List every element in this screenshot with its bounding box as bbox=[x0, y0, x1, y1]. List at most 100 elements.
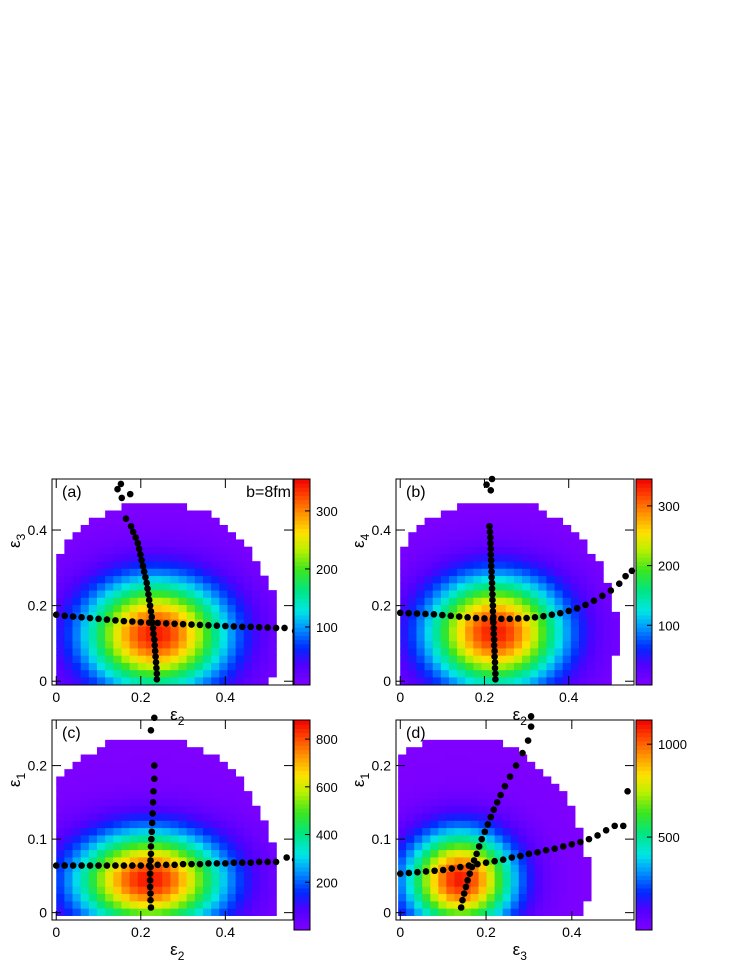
heatmap-cell bbox=[162, 769, 171, 777]
heatmap-cell bbox=[473, 604, 482, 613]
profile-y-point bbox=[118, 494, 126, 502]
heatmap-cell bbox=[260, 655, 269, 663]
heatmap-cell bbox=[430, 813, 439, 821]
heatmap-cell bbox=[203, 900, 212, 909]
profile-y-point bbox=[460, 890, 468, 897]
heatmap-cell bbox=[64, 842, 73, 851]
heatmap-cell bbox=[72, 849, 82, 858]
heatmap-cell bbox=[227, 791, 237, 799]
heatmap-cell bbox=[186, 669, 196, 678]
heatmap-cell bbox=[465, 590, 474, 598]
heatmap-cell bbox=[88, 857, 98, 865]
x-tick-label: 0.2 bbox=[476, 924, 496, 940]
heatmap-cell bbox=[400, 561, 409, 569]
heatmap-cell bbox=[406, 805, 415, 814]
heatmap-cell bbox=[583, 886, 592, 895]
heatmap-cell bbox=[478, 761, 487, 770]
heatmap-cell bbox=[546, 655, 555, 663]
heatmap-cell bbox=[518, 798, 528, 807]
heatmap-cell bbox=[481, 517, 490, 526]
colorbar-frame bbox=[635, 719, 653, 931]
heatmap-cell bbox=[121, 677, 131, 685]
profile-x-point bbox=[414, 868, 421, 876]
heatmap-cell bbox=[88, 864, 98, 873]
heatmap-cell bbox=[554, 517, 564, 526]
heatmap-cell bbox=[194, 597, 204, 606]
colorbar-segment bbox=[294, 672, 310, 678]
colorbar-segment bbox=[294, 749, 310, 755]
colorbar-segment bbox=[294, 619, 310, 624]
heatmap-cell bbox=[243, 900, 253, 909]
heatmap-cell bbox=[72, 783, 82, 792]
heatmap-cell bbox=[430, 849, 439, 858]
heatmap-cell bbox=[227, 769, 237, 777]
heatmap-cell bbox=[227, 908, 237, 916]
heatmap-cell bbox=[113, 633, 122, 642]
heatmap-cell bbox=[170, 640, 179, 649]
heatmap-cell bbox=[113, 842, 122, 851]
colorbar-segment bbox=[294, 875, 310, 881]
heatmap-cell bbox=[121, 878, 131, 887]
heatmap-cell bbox=[178, 604, 188, 613]
heatmap-cell bbox=[154, 633, 163, 642]
heatmap-cell bbox=[465, 633, 474, 642]
heatmap-cell bbox=[170, 582, 179, 591]
heatmap-cell bbox=[72, 662, 82, 671]
heatmap-cell bbox=[219, 582, 228, 591]
heatmap-cell bbox=[186, 568, 196, 577]
heatmap-cell bbox=[562, 640, 572, 649]
heatmap-cell bbox=[227, 776, 237, 785]
heatmap-cell bbox=[243, 871, 253, 880]
heatmap-cell bbox=[518, 878, 528, 887]
heatmap-cell bbox=[513, 648, 523, 656]
heatmap-cell bbox=[510, 842, 520, 851]
heatmap-cell bbox=[186, 590, 196, 598]
heatmap-cell bbox=[432, 568, 442, 577]
heatmap-cell bbox=[522, 662, 531, 671]
heatmap-cell bbox=[473, 503, 482, 511]
heatmap-cell bbox=[505, 503, 515, 511]
heatmap-cell bbox=[80, 575, 90, 584]
profile-y-point bbox=[150, 788, 157, 795]
heatmap-cell bbox=[113, 878, 122, 887]
heatmap-cell bbox=[64, 561, 73, 569]
heatmap-cell bbox=[578, 561, 588, 569]
heatmap-cell bbox=[72, 908, 82, 916]
heatmap-cell bbox=[227, 640, 237, 649]
heatmap-cell bbox=[473, 662, 482, 671]
heatmap-cell bbox=[88, 517, 98, 526]
heatmap-cell bbox=[129, 813, 139, 821]
heatmap-cell bbox=[595, 648, 604, 656]
heatmap-cell bbox=[400, 575, 409, 584]
heatmap-cell bbox=[595, 633, 604, 642]
heatmap-cell bbox=[194, 553, 204, 562]
profile-x-point bbox=[413, 610, 421, 617]
heatmap-cell bbox=[522, 524, 531, 533]
heatmap-cell bbox=[522, 539, 531, 548]
heatmap-cell bbox=[251, 590, 261, 598]
heatmap-cell bbox=[416, 546, 425, 555]
heatmap-cell bbox=[80, 754, 90, 763]
colorbar-segment bbox=[294, 858, 310, 864]
heatmap-cell bbox=[154, 842, 163, 851]
heatmap-cell bbox=[170, 524, 179, 533]
heatmap-cell bbox=[186, 849, 196, 858]
heatmap-cell bbox=[129, 590, 139, 598]
heatmap-cell bbox=[502, 849, 512, 858]
heatmap-cell bbox=[105, 908, 114, 916]
heatmap-cell bbox=[518, 893, 528, 902]
heatmap-cell bbox=[587, 568, 596, 577]
heatmap-cell bbox=[497, 568, 507, 577]
heatmap-cell bbox=[194, 590, 204, 598]
heatmap-cell bbox=[424, 611, 434, 620]
heatmap-cell bbox=[494, 835, 504, 843]
heatmap-cell bbox=[542, 900, 552, 909]
heatmap-cell bbox=[470, 798, 479, 807]
heatmap-cell bbox=[530, 510, 539, 519]
heatmap-cell bbox=[186, 582, 196, 591]
heatmap-cell bbox=[546, 677, 555, 685]
heatmap-cell bbox=[260, 677, 269, 685]
heatmap-cell bbox=[80, 655, 90, 663]
profile-x-point bbox=[439, 611, 446, 619]
